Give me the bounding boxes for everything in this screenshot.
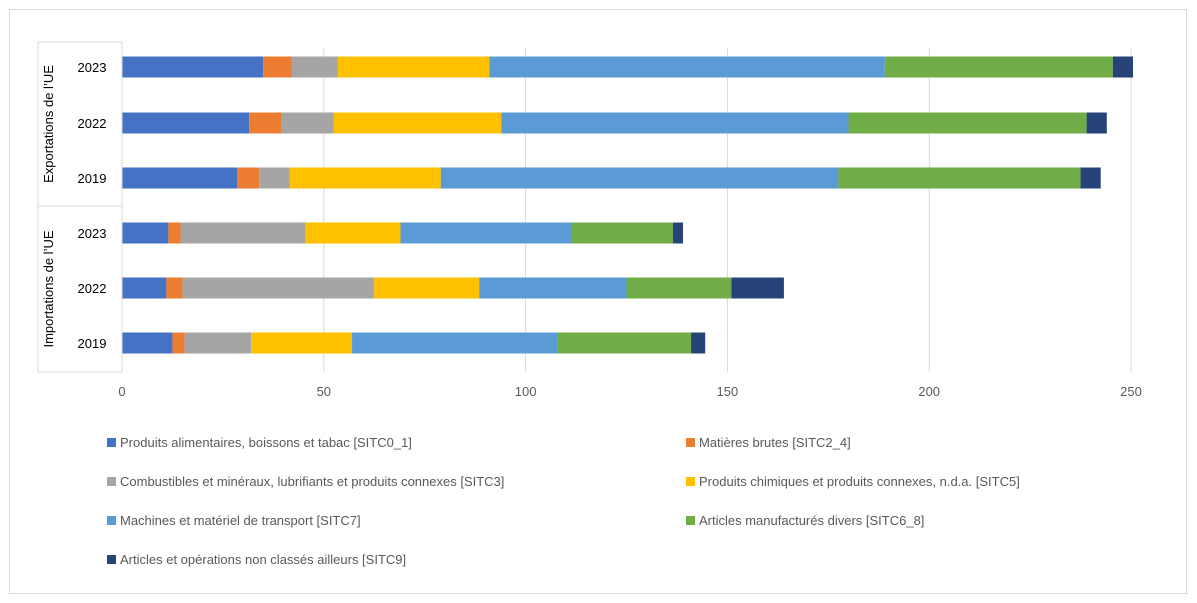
bar-segment — [182, 277, 375, 299]
bar-segment — [1080, 167, 1101, 189]
category-label: 2023 — [78, 226, 107, 241]
bar-segment — [337, 56, 490, 78]
bar-segment — [626, 277, 732, 299]
legend-swatch — [107, 555, 116, 564]
bar-segment — [479, 277, 627, 299]
x-tick-label: 0 — [118, 384, 125, 399]
bar-segment — [166, 277, 183, 299]
category-label: 2019 — [78, 336, 107, 351]
bar-segment — [249, 112, 282, 134]
bar-segment — [263, 56, 292, 78]
bar-segment — [122, 277, 167, 299]
bar-segment — [400, 222, 573, 244]
legend-swatch — [107, 438, 116, 447]
legend-swatch — [686, 477, 695, 486]
legend-swatch — [686, 438, 695, 447]
bar-segment — [122, 222, 169, 244]
legend-swatch — [107, 477, 116, 486]
bar-segment — [289, 167, 441, 189]
bar-segment — [1112, 56, 1134, 78]
category-label: 2022 — [78, 281, 107, 296]
legend-label: Matières brutes [SITC2_4] — [699, 435, 851, 450]
bar-segment — [374, 277, 480, 299]
bar-segment — [333, 112, 502, 134]
legend-item: Articles manufacturés divers [SITC6_8] — [686, 513, 924, 528]
legend-label: Produits alimentaires, boissons et tabac… — [120, 435, 412, 450]
category-label: 2022 — [78, 116, 107, 131]
x-tick-label: 100 — [515, 384, 537, 399]
bar-segment — [848, 112, 1087, 134]
bar-segment — [168, 222, 181, 244]
legend-label: Combustibles et minéraux, lubrifiants et… — [120, 474, 505, 489]
legend-swatch — [107, 516, 116, 525]
category-label: 2019 — [78, 171, 107, 186]
x-tick-label: 250 — [1120, 384, 1142, 399]
x-tick-label: 200 — [918, 384, 940, 399]
x-tick-label: 150 — [717, 384, 739, 399]
bar-segment — [557, 332, 692, 354]
category-label: 2023 — [78, 60, 107, 75]
bar-segment — [122, 112, 250, 134]
bar-segment — [259, 167, 290, 189]
bar-segment — [501, 112, 849, 134]
bar-segment — [691, 332, 706, 354]
bar-segment — [180, 222, 306, 244]
bar-segment — [489, 56, 885, 78]
bar-segment — [122, 332, 173, 354]
bar-segment — [281, 112, 334, 134]
bar-segment — [305, 222, 401, 244]
legend-item: Articles et opérations non classés aille… — [107, 552, 406, 567]
legend-swatch — [686, 516, 695, 525]
bar-segment — [572, 222, 673, 244]
legend-label: Articles et opérations non classés aille… — [120, 552, 407, 567]
bar-segment — [838, 167, 1081, 189]
bar-segment — [440, 167, 839, 189]
bar-segment — [884, 56, 1113, 78]
bar-segment — [1086, 112, 1107, 134]
category-axis: 2023 2022 2019 Exportations de l’UE 2023 2022… — [37, 41, 123, 373]
bar-segment — [291, 56, 338, 78]
gridlines — [323, 48, 1132, 372]
bar-segment — [184, 332, 252, 354]
legend-label: Machines et matériel de transport [SITC7… — [120, 513, 361, 528]
legend-label: Produits chimiques et produits connexes,… — [699, 474, 1020, 489]
legend-item: Produits alimentaires, boissons et tabac… — [107, 435, 412, 450]
bar-segment — [672, 222, 684, 244]
chart-frame: 2023 2022 2019 Exportations de l’UE 2023 2022… — [9, 9, 1187, 594]
bar-segment — [122, 56, 264, 78]
bar-segment — [731, 277, 784, 299]
value-axis-ticks: 0 50 100 150 200 250 — [118, 384, 1141, 399]
bar-segment — [352, 332, 558, 354]
stacked-bar-chart: 2023 2022 2019 Exportations de l’UE 2023 2022… — [37, 41, 1142, 399]
x-tick-label: 50 — [317, 384, 331, 399]
legend-item: Machines et matériel de transport [SITC7… — [107, 513, 361, 528]
group-label: Importations de l’UE — [41, 230, 56, 347]
bar-segment — [122, 167, 238, 189]
bar-segment — [251, 332, 353, 354]
legend-item: Combustibles et minéraux, lubrifiants et… — [107, 474, 504, 489]
bar-segment — [237, 167, 260, 189]
group-label: Exportations de l’UE — [41, 65, 56, 183]
legend-label: Articles manufacturés divers [SITC6_8] — [699, 513, 925, 528]
bars — [122, 56, 1134, 354]
bar-segment — [172, 332, 185, 354]
legend-item: Produits chimiques et produits connexes,… — [686, 474, 1020, 489]
legend-item: Matières brutes [SITC2_4] — [686, 435, 851, 450]
